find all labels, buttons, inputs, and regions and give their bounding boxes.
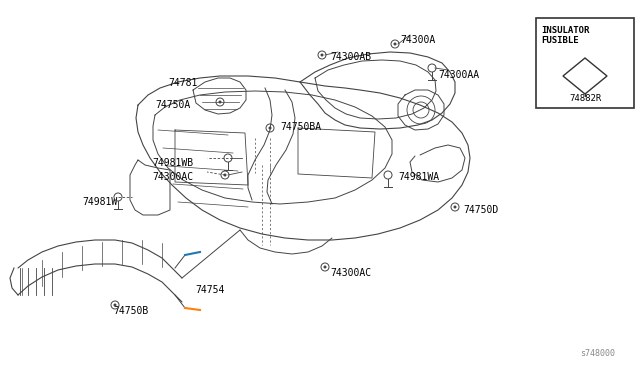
Text: 74750D: 74750D bbox=[463, 205, 499, 215]
Text: 74750BA: 74750BA bbox=[280, 122, 321, 132]
Text: 74300AC: 74300AC bbox=[330, 268, 371, 278]
Circle shape bbox=[394, 42, 397, 45]
Text: 74750B: 74750B bbox=[113, 306, 148, 316]
Text: 74882R: 74882R bbox=[569, 94, 601, 103]
Circle shape bbox=[323, 266, 326, 269]
Text: 74981WB: 74981WB bbox=[152, 158, 193, 168]
Text: 74750A: 74750A bbox=[155, 100, 190, 110]
Circle shape bbox=[113, 304, 116, 307]
Text: 74300A: 74300A bbox=[400, 35, 435, 45]
Text: 74300AA: 74300AA bbox=[438, 70, 479, 80]
Text: 74300AC: 74300AC bbox=[152, 172, 193, 182]
Text: 74781: 74781 bbox=[168, 78, 197, 88]
Text: FUSIBLE: FUSIBLE bbox=[541, 36, 579, 45]
Circle shape bbox=[321, 54, 323, 57]
Text: s748000: s748000 bbox=[580, 349, 616, 358]
Bar bbox=[536, 18, 634, 108]
Circle shape bbox=[269, 126, 271, 129]
Text: 74300AB: 74300AB bbox=[330, 52, 371, 62]
Text: 74981W: 74981W bbox=[82, 197, 117, 207]
Circle shape bbox=[223, 173, 227, 176]
Text: INSULATOR: INSULATOR bbox=[541, 26, 589, 35]
Circle shape bbox=[218, 100, 221, 103]
Text: 74981WA: 74981WA bbox=[398, 172, 439, 182]
Circle shape bbox=[454, 205, 456, 208]
Text: 74754: 74754 bbox=[195, 285, 225, 295]
